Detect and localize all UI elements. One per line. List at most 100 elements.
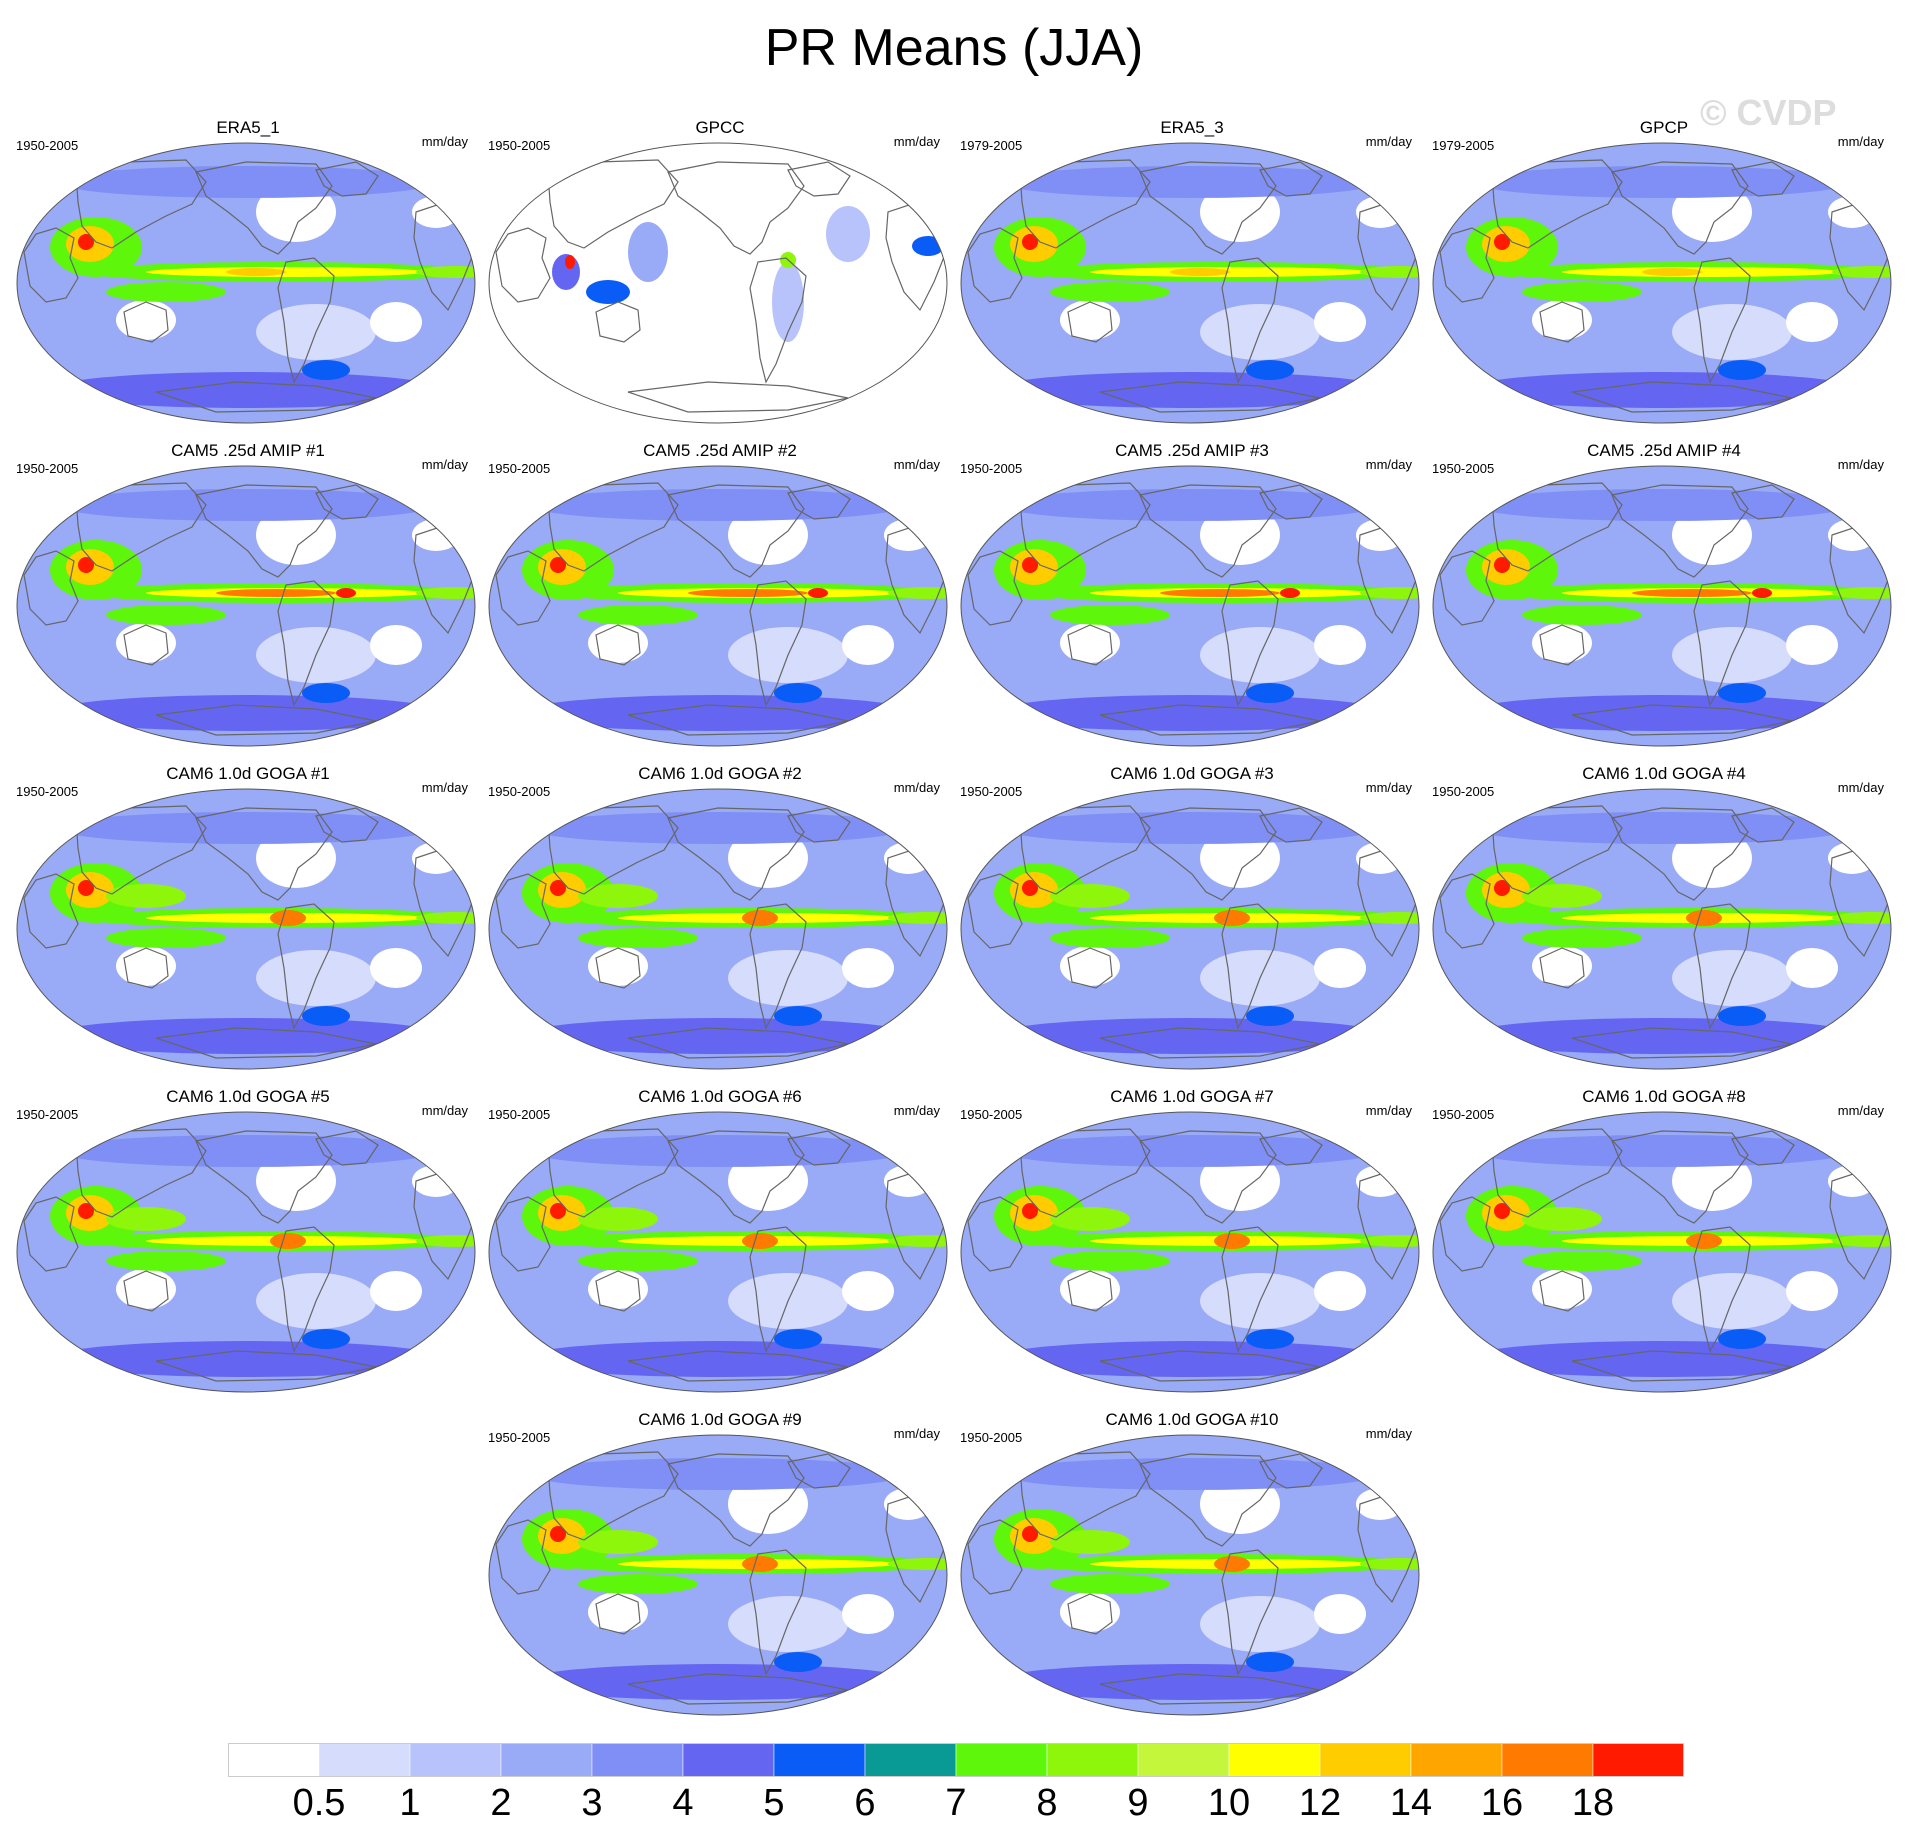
- west-pacific-band: [1050, 1207, 1130, 1231]
- spcz-band: [1050, 282, 1170, 302]
- east-pacific-max: [1214, 910, 1250, 926]
- coastline-3: [1139, 161, 1277, 255]
- spcz-band: [106, 605, 226, 625]
- monsoon-max: [1494, 234, 1510, 250]
- coastline-5: [1259, 161, 1323, 197]
- itcz-atlantic: [888, 587, 947, 599]
- monsoon-max: [550, 1203, 566, 1219]
- band-southern-storm-track: [990, 1341, 1390, 1377]
- panel-period: 1950-2005: [1432, 784, 1495, 799]
- panel-title: CAM6 1.0d GOGA #9: [638, 1410, 802, 1429]
- east-pacific-max: [688, 589, 808, 597]
- coastline-3: [1139, 1453, 1277, 1547]
- map-panel: CAM6 1.0d GOGA #6 1950-2005 mm/day: [486, 1087, 954, 1411]
- monsoon-max: [550, 1526, 566, 1542]
- band-south-pacific-max: [1246, 683, 1294, 703]
- coastline-5: [315, 807, 379, 843]
- coastline-3: [195, 1130, 333, 1224]
- dry-patch-samerica: [1314, 1594, 1366, 1634]
- itcz-atlantic: [416, 1235, 475, 1247]
- map-border: [488, 788, 948, 1070]
- west-pacific-band: [1050, 884, 1130, 908]
- coastline-2: [595, 1593, 641, 1635]
- band-northern-storm-track: [1472, 812, 1852, 844]
- coastline-0: [1439, 550, 1495, 626]
- colorbar-label: 3: [581, 1782, 603, 1824]
- panel-units: mm/day: [893, 780, 940, 795]
- dry-patch-australia: [1060, 300, 1120, 340]
- dry-patch-samerica: [1786, 948, 1838, 988]
- coastline-3: [1611, 807, 1749, 901]
- band-southern-storm-track: [990, 372, 1390, 408]
- panel-period: 1950-2005: [960, 461, 1023, 476]
- panel-units: mm/day: [893, 1103, 940, 1118]
- coastline-1: [1491, 1128, 1623, 1218]
- monsoon-max: [550, 880, 566, 896]
- coastline-3: [667, 161, 805, 255]
- colorbar-frame: [228, 1743, 1684, 1777]
- panel-period: 1950-2005: [1432, 1107, 1495, 1122]
- colorbar-label: 14: [1389, 1782, 1433, 1824]
- coastline-2: [1067, 1270, 1113, 1312]
- band-south-pacific-max: [1718, 1329, 1766, 1349]
- west-pacific-band: [106, 884, 186, 908]
- band-northern-storm-track: [1000, 166, 1380, 198]
- atlantic-max: [808, 588, 828, 598]
- coastline-1: [1019, 1451, 1151, 1541]
- itcz-atlantic: [1832, 587, 1891, 599]
- coastline-4: [1221, 1549, 1279, 1676]
- panel-units: mm/day: [1365, 457, 1412, 472]
- coastline-3: [1611, 484, 1749, 578]
- colorbar-swatch: [1137, 1743, 1230, 1778]
- dry-patch-australia: [588, 623, 648, 663]
- coastline-3: [195, 484, 333, 578]
- coastline-0: [495, 227, 551, 303]
- panel-period: 1950-2005: [16, 784, 79, 799]
- map-panel: CAM6 1.0d GOGA #2 1950-2005 mm/day: [486, 764, 954, 1088]
- colorbar-label: 16: [1480, 1782, 1524, 1824]
- itcz-atlantic: [1360, 912, 1419, 924]
- coastline-4: [749, 903, 807, 1030]
- coastline-3: [1139, 484, 1277, 578]
- panel-period: 1950-2005: [488, 1430, 551, 1445]
- coastline-4: [749, 1226, 807, 1353]
- coastline-5: [787, 1130, 851, 1166]
- panel-units: mm/day: [1837, 1103, 1884, 1118]
- band-southern-storm-track: [1462, 695, 1862, 731]
- global-map: [960, 788, 1420, 1070]
- coastline-2: [1539, 624, 1585, 666]
- coastline-0: [23, 873, 79, 949]
- itcz-atlantic: [416, 266, 475, 278]
- global-map: [960, 1434, 1420, 1716]
- coastline-2: [123, 624, 169, 666]
- band-south-pacific-max: [774, 1652, 822, 1672]
- spcz-band: [106, 282, 226, 302]
- panel-period: 1950-2005: [960, 784, 1023, 799]
- colorbar-swatch: [682, 1743, 775, 1778]
- atlantic-max: [1752, 588, 1772, 598]
- band-southern-storm-track: [46, 372, 446, 408]
- coastline-2: [595, 1270, 641, 1312]
- colorbar-swatch: [1592, 1743, 1684, 1778]
- band-south-pacific-max: [774, 1006, 822, 1026]
- panel-period: 1950-2005: [960, 1107, 1023, 1122]
- dry-patch-australia: [116, 1269, 176, 1309]
- monsoon-max: [1022, 1526, 1038, 1542]
- coastline-5: [787, 807, 851, 843]
- coastline-0: [23, 227, 79, 303]
- band-southern-storm-track: [518, 1664, 918, 1700]
- global-map: [1432, 465, 1892, 747]
- coastline-4: [749, 1549, 807, 1676]
- itcz-atlantic: [1360, 266, 1419, 278]
- coastline-5: [1259, 807, 1323, 843]
- band-south-pacific-max: [1718, 360, 1766, 380]
- coastline-1: [1491, 482, 1623, 572]
- coastline-0: [1439, 1196, 1495, 1272]
- monsoon-max: [78, 557, 94, 573]
- coastline-5: [1731, 484, 1795, 520]
- coastline-5: [1259, 1453, 1323, 1489]
- spcz-band: [106, 928, 226, 948]
- colorbar-swatch: [1410, 1743, 1503, 1778]
- panel-title: GPCC: [695, 118, 745, 137]
- east-pacific-max: [742, 1233, 778, 1249]
